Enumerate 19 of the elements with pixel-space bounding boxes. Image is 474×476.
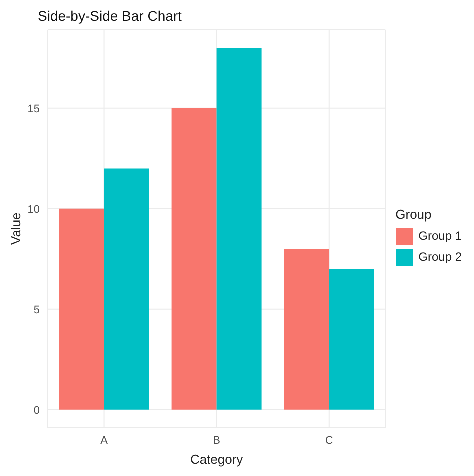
legend-label: Group 2 <box>418 250 462 264</box>
bar <box>216 48 262 410</box>
bar <box>59 208 104 410</box>
x-tick-label: C <box>325 434 334 447</box>
bar <box>172 108 217 410</box>
bar <box>104 168 150 410</box>
y-tick-label: 10 <box>28 204 40 216</box>
x-tick-label: A <box>100 434 109 447</box>
bar <box>329 269 374 410</box>
x-axis-title: Category <box>190 452 244 467</box>
legend-label: Group 1 <box>418 229 462 243</box>
x-tick-label: B <box>213 434 220 447</box>
y-tick-label: 15 <box>28 103 40 116</box>
chart-title: Side-by-Side Bar Chart <box>38 8 182 24</box>
bar <box>284 249 330 410</box>
y-tick-label: 0 <box>34 404 40 417</box>
y-tick-label: 5 <box>34 304 40 316</box>
legend-title: Group <box>396 206 433 222</box>
y-axis-title: Value <box>8 212 24 245</box>
